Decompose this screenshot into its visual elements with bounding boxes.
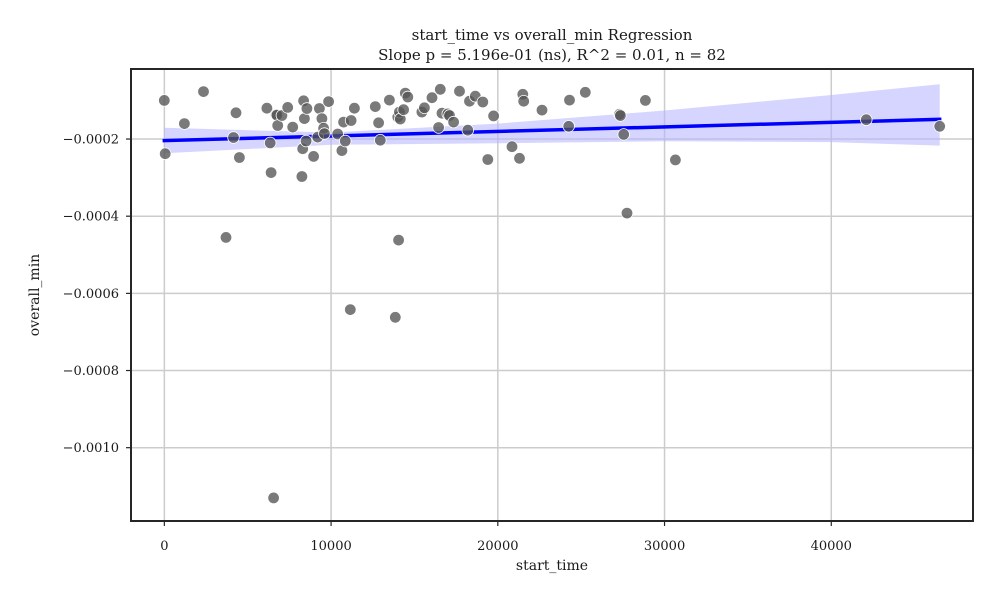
x-axis-label: start_time xyxy=(516,558,588,574)
regression-line xyxy=(162,117,942,143)
scatter-point xyxy=(614,109,627,122)
scatter-point xyxy=(178,117,191,130)
scatter-point xyxy=(348,101,361,115)
scatter-point xyxy=(322,95,335,108)
scatter-point xyxy=(513,152,526,165)
scatter-point xyxy=(295,170,309,183)
scatter-point xyxy=(286,120,299,134)
scatter-point xyxy=(401,90,415,104)
scatter-point xyxy=(227,131,240,144)
scatter-point xyxy=(267,491,280,505)
scatter-point xyxy=(432,121,445,134)
scatter-point xyxy=(339,134,352,148)
scatter-point xyxy=(331,127,344,141)
scatter-point xyxy=(447,115,460,129)
x-axis-ticks: 0 10000 20000 30000 40000 xyxy=(160,521,852,554)
scatter-point xyxy=(481,153,495,166)
scatter-point xyxy=(281,101,294,114)
scatter-point xyxy=(563,93,576,107)
scatter-point xyxy=(264,136,277,150)
scatter-point xyxy=(434,83,447,96)
scatter-point xyxy=(383,93,396,107)
scatter-point xyxy=(264,166,278,179)
scatter-point xyxy=(933,120,946,133)
scatter-point xyxy=(579,86,592,99)
x-tick-label: 40000 xyxy=(811,539,852,554)
scatter-point xyxy=(397,103,410,116)
scatter-points xyxy=(158,83,946,505)
scatter-point xyxy=(860,113,873,126)
scatter-point xyxy=(219,231,233,244)
scatter-point xyxy=(461,123,475,137)
scatter-point xyxy=(300,102,314,115)
y-tick-label: −0.0010 xyxy=(63,441,119,456)
x-tick-label: 10000 xyxy=(310,539,351,554)
scatter-point xyxy=(425,91,439,104)
scatter-point xyxy=(453,84,466,98)
scatter-point xyxy=(344,303,357,316)
scatter-point xyxy=(639,94,652,107)
scatter-point xyxy=(505,140,519,153)
y-axis-ticks: −0.0002 −0.0004 −0.0006 −0.0008 −0.0010 xyxy=(63,133,131,456)
y-tick-label: −0.0008 xyxy=(63,364,119,379)
scatter-point xyxy=(517,94,530,108)
y-tick-label: −0.0006 xyxy=(63,287,119,302)
scatter-point xyxy=(418,101,431,115)
chart-title: start_time vs overall_min Regression xyxy=(412,26,693,44)
scatter-point xyxy=(562,120,575,133)
scatter-point xyxy=(233,151,246,164)
x-tick-label: 20000 xyxy=(477,539,518,554)
scatter-point xyxy=(535,103,549,117)
y-tick-label: −0.0002 xyxy=(63,133,119,148)
scatter-point xyxy=(158,94,171,107)
scatter-point xyxy=(389,311,402,324)
scatter-point xyxy=(487,109,500,123)
scatter-point xyxy=(299,134,313,148)
scatter-point xyxy=(617,128,630,141)
scatter-point xyxy=(197,85,210,98)
x-tick-label: 30000 xyxy=(644,539,685,554)
scatter-point xyxy=(372,116,385,130)
scatter-point xyxy=(318,127,331,140)
scatter-point xyxy=(307,150,320,163)
scatter-point xyxy=(298,112,311,125)
scatter-point xyxy=(392,233,405,247)
y-axis-label: overall_min xyxy=(27,254,43,336)
scatter-point xyxy=(229,106,243,120)
scatter-point xyxy=(620,206,634,220)
scatter-point xyxy=(158,147,172,160)
scatter-point xyxy=(344,114,358,127)
x-tick-label: 0 xyxy=(160,539,168,554)
scatter-point xyxy=(260,101,274,115)
scatter-point xyxy=(669,153,682,167)
chart-subtitle: Slope p = 5.196e-01 (ns), R^2 = 0.01, n … xyxy=(378,46,726,64)
y-tick-label: −0.0004 xyxy=(63,210,119,225)
regression-line-layer xyxy=(162,117,942,143)
scatter-point xyxy=(369,100,382,113)
scatter-point xyxy=(374,133,387,147)
plot-frame xyxy=(130,68,974,522)
scatter-point xyxy=(476,95,490,109)
